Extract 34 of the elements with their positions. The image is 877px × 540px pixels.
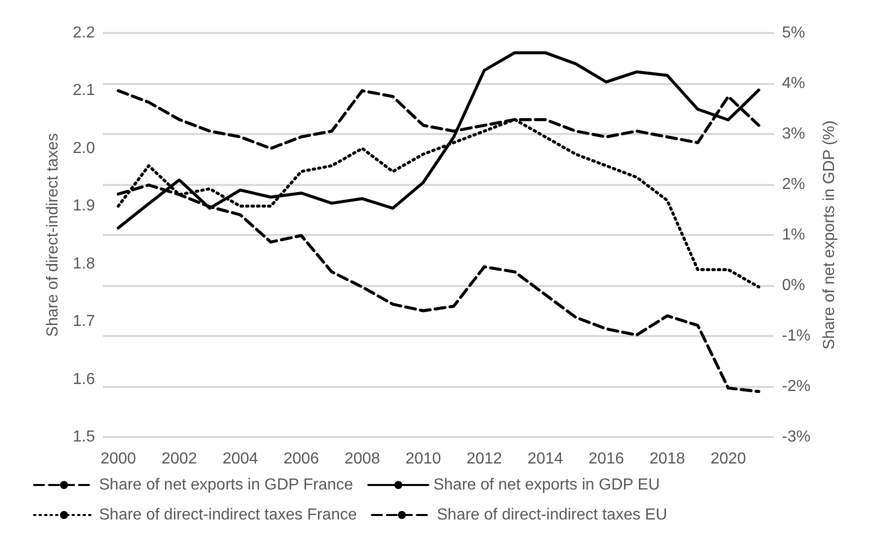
y-tick-label: 1.8 <box>72 255 96 272</box>
legend-label: Share of net exports in GDP EU <box>433 476 660 494</box>
x-tick-label: 2012 <box>466 450 502 468</box>
x-tick-label: 2018 <box>649 450 686 468</box>
x-tick-label: 2008 <box>344 450 380 468</box>
y2-tick-label: 5% <box>782 24 806 42</box>
legend-label: Share of direct-indirect taxes EU <box>436 506 668 524</box>
y2-tick-label: 1% <box>782 226 806 244</box>
y2-tick-label: 4% <box>782 75 806 92</box>
y2-tick-label: 2% <box>782 176 806 193</box>
y-tick-label: 2.2 <box>72 24 96 42</box>
y2-axis-title: Share of net exports in GDP (%) <box>820 120 838 350</box>
y2-tick-label: -2% <box>782 378 810 395</box>
x-tick-label: 2006 <box>283 450 320 468</box>
legend-label: Share of net exports in GDP France <box>99 476 354 494</box>
x-tick-label: 2020 <box>710 450 746 468</box>
legend-label: Share of direct-indirect taxes France <box>99 506 357 524</box>
y-tick-label: 1.5 <box>72 428 96 446</box>
x-tick-label: 2010 <box>405 450 442 468</box>
y-tick-label: 2.0 <box>72 140 96 157</box>
y-axis-title: Share of direct-indirect taxes <box>44 133 62 337</box>
y2-tick-label: 3% <box>782 126 806 142</box>
y2-tick-label: 0% <box>782 277 806 294</box>
y-tick-label: 2.1 <box>72 82 96 100</box>
y-tick-label: 1.9 <box>72 198 96 215</box>
x-tick-label: 2016 <box>588 450 624 468</box>
x-tick-label: 2002 <box>161 450 198 468</box>
x-tick-label: 2004 <box>222 450 258 468</box>
x-tick-label: 2014 <box>527 450 564 468</box>
y-tick-label: 1.6 <box>72 370 96 388</box>
y-tick-label: 1.7 <box>72 313 96 330</box>
x-tick-label: 2000 <box>100 450 136 468</box>
y2-tick-label: -3% <box>782 428 810 446</box>
y2-tick-label: -1% <box>782 328 810 344</box>
